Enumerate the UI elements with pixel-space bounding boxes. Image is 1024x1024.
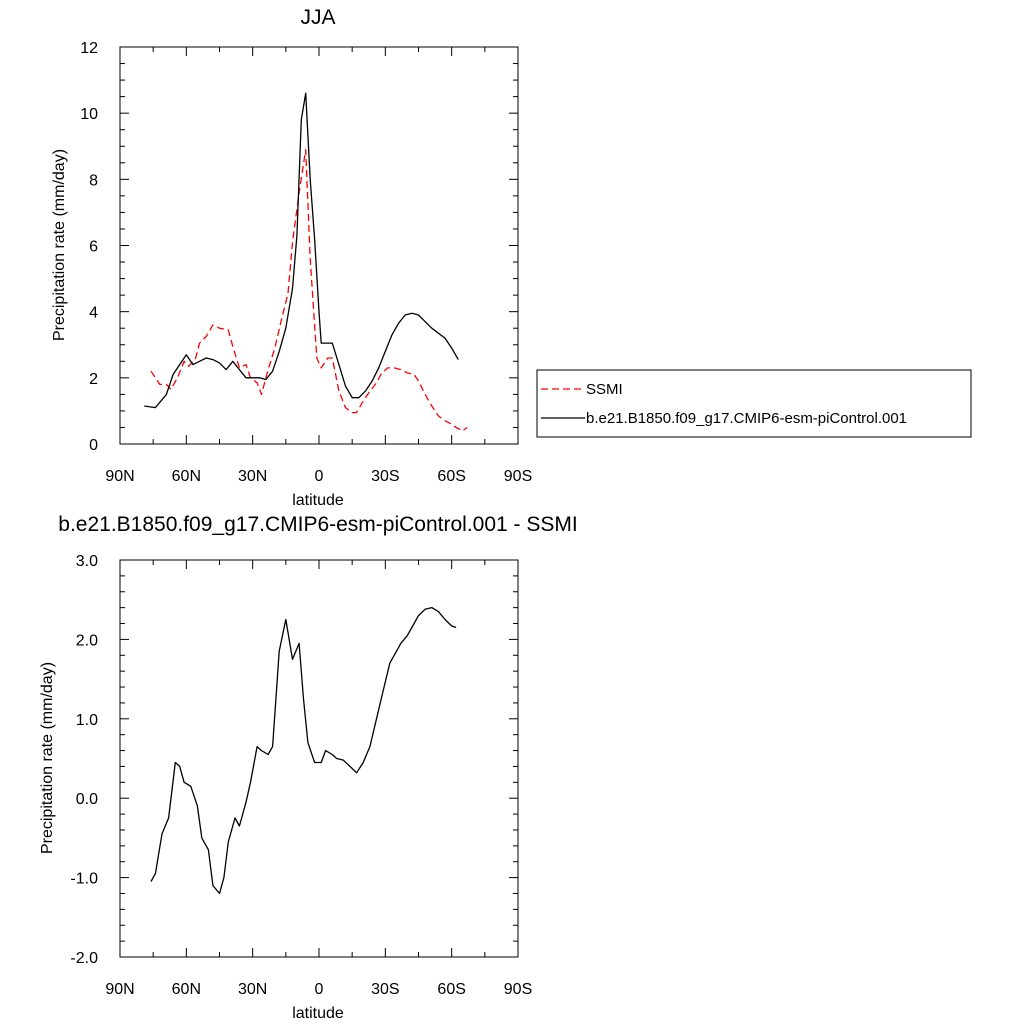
x-tick-label: 60S xyxy=(437,468,465,485)
x-tick-label: 60N xyxy=(172,468,201,485)
x-tick-label: 90S xyxy=(504,981,532,998)
y-tick-label: 6 xyxy=(89,239,98,256)
bottom-panel: b.e21.B1850.f09_g17.CMIP6-esm-piControl.… xyxy=(39,513,578,1022)
x-tick-label: 30N xyxy=(238,981,267,998)
y-tick-label: 2 xyxy=(89,371,98,388)
top-series-lines xyxy=(144,92,468,432)
bottom-y-tick-labels: -2.0 -1.0 0.0 1.0 2.0 3.0 xyxy=(70,553,98,967)
bottom-ticks xyxy=(119,559,519,958)
x-tick-label: 0 xyxy=(315,468,324,485)
bottom-plot-frame xyxy=(119,559,519,958)
bottom-y-axis-label: Precipitation rate (mm/day) xyxy=(39,662,56,854)
y-tick-label: 0 xyxy=(89,437,98,454)
legend-label-ssmi: SSMI xyxy=(586,381,623,398)
x-tick-label: 0 xyxy=(315,981,324,998)
top-ticks xyxy=(119,46,519,445)
y-tick-label: 3.0 xyxy=(76,553,98,570)
top-panel: JJA 90N 60N 30N 0 30S 60S 90S 0 2 4 6 8 10 12 latitu… xyxy=(51,6,972,509)
legend-box xyxy=(536,369,972,438)
y-tick-label: 12 xyxy=(80,40,98,57)
legend-label-model: b.e21.B1850.f09_g17.CMIP6-esm-piControl.… xyxy=(586,410,907,427)
bottom-chart-title: b.e21.B1850.f09_g17.CMIP6-esm-piControl.… xyxy=(58,513,577,536)
y-tick-label: -1.0 xyxy=(70,871,98,888)
y-tick-label: 0.0 xyxy=(76,791,98,808)
top-x-tick-labels: 90N 60N 30N 0 30S 60S 90S xyxy=(105,468,532,485)
x-tick-label: 60N xyxy=(172,981,201,998)
bottom-x-axis-label: latitude xyxy=(292,1005,344,1022)
top-x-axis-label: latitude xyxy=(292,492,344,509)
x-tick-label: 60S xyxy=(437,981,465,998)
x-tick-label: 90N xyxy=(105,981,134,998)
x-tick-label: 30S xyxy=(371,468,399,485)
legend: SSMI b.e21.B1850.f09_g17.CMIP6-esm-piCon… xyxy=(536,369,972,438)
top-y-tick-labels: 0 2 4 6 8 10 12 xyxy=(80,40,98,454)
y-tick-label: 10 xyxy=(80,106,98,123)
bottom-x-tick-labels: 90N 60N 30N 0 30S 60S 90S xyxy=(105,981,532,998)
y-tick-label: 1.0 xyxy=(76,712,98,729)
y-tick-label: 2.0 xyxy=(76,632,98,649)
y-tick-label: 4 xyxy=(89,305,98,322)
x-tick-label: 90S xyxy=(504,468,532,485)
y-tick-label: -2.0 xyxy=(70,950,98,967)
series-line-difference xyxy=(150,606,457,895)
series-line-b-e21-b1850-f09-g17-cmip6-esm-picontrol-001 xyxy=(144,92,459,409)
series-line-ssmi xyxy=(150,148,468,432)
top-plot-frame xyxy=(119,46,519,445)
bottom-series-lines xyxy=(150,606,457,895)
x-tick-label: 30N xyxy=(238,468,267,485)
x-tick-label: 30S xyxy=(371,981,399,998)
x-tick-label: 90N xyxy=(105,468,134,485)
y-tick-label: 8 xyxy=(89,172,98,189)
top-y-axis-label: Precipitation rate (mm/day) xyxy=(51,149,68,341)
top-chart-title: JJA xyxy=(300,6,335,29)
